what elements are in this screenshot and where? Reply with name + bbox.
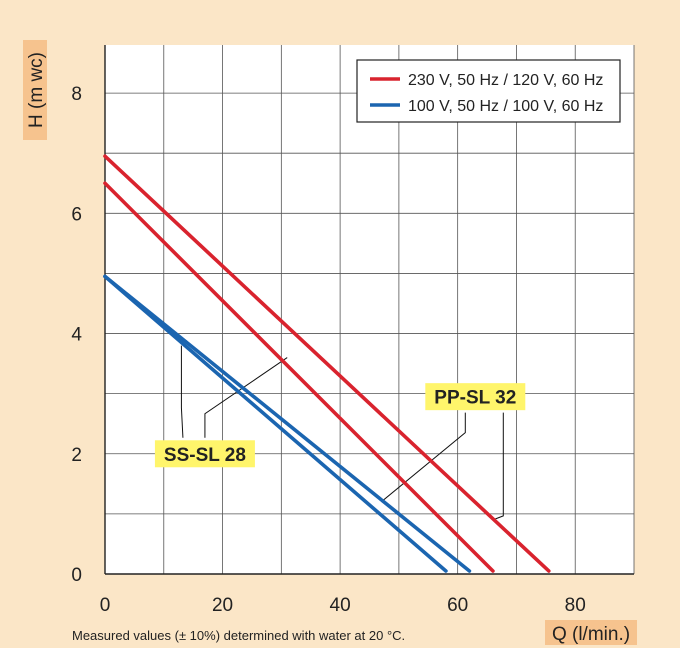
legend-box: [356, 59, 621, 123]
x-tick-label: 20: [212, 595, 233, 616]
callout-label: SS-SL 28: [164, 445, 246, 466]
series-line: [103, 154, 551, 573]
callout-box: [154, 440, 255, 468]
series-lines: [103, 154, 551, 573]
y-tick-label: 4: [71, 325, 82, 346]
axes: [104, 45, 634, 575]
y-tick-label: 6: [71, 204, 82, 225]
callout-leader: [204, 357, 288, 438]
callouts: SS-SL 28 PP-SL 32: [154, 383, 526, 468]
y-axis-label: H (m wc): [26, 52, 47, 128]
series-line: [103, 274, 448, 573]
callout-leader: [492, 412, 504, 521]
callout-leader: [380, 412, 466, 503]
y-tick-label: 8: [71, 84, 82, 105]
callout-leader: [180, 345, 184, 438]
y-tick-label: 2: [71, 445, 82, 466]
x-axis-label: Q (l/min.): [552, 624, 630, 645]
series-line: [103, 274, 472, 573]
grid: [105, 45, 635, 574]
ticks: 0 20 40 60 80 0 2 4 6 8: [71, 84, 585, 616]
x-tick-label: 60: [447, 595, 468, 616]
callout-box: [425, 383, 526, 411]
x-tick-label: 80: [565, 595, 586, 616]
legend: 230 V, 50 Hz / 120 V, 60 Hz 100 V, 50 Hz …: [356, 59, 621, 123]
y-tick-label: 0: [71, 565, 82, 586]
callout-leaders: [180, 345, 504, 521]
x-axis-label-bg: [545, 620, 637, 645]
legend-label: 100 V, 50 Hz / 100 V, 60 Hz: [408, 98, 603, 115]
legend-label: 230 V, 50 Hz / 120 V, 60 Hz: [408, 72, 603, 89]
footnote: Measured values (± 10%) determined with …: [72, 628, 405, 643]
y-axis-label-bg: [23, 40, 47, 140]
callout-label: PP-SL 32: [434, 388, 516, 409]
series-line: [103, 181, 495, 573]
axis-labels: H (m wc) Q (l/min.): [23, 40, 637, 645]
x-tick-label: 40: [330, 595, 351, 616]
plot-area: [105, 45, 634, 574]
x-tick-label: 0: [100, 595, 111, 616]
